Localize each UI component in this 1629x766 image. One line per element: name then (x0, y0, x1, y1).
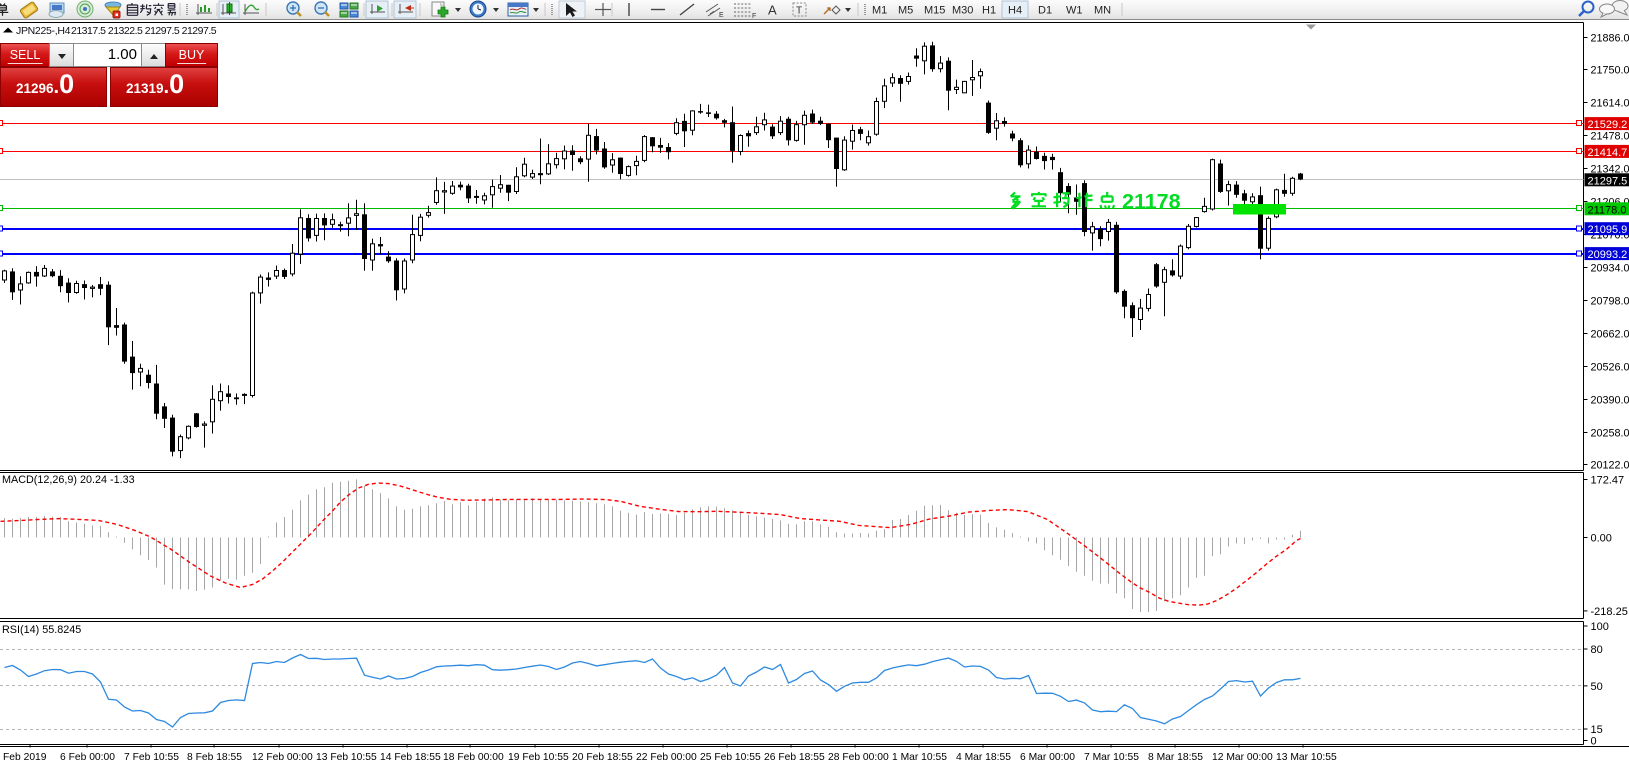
svg-text:21614.0: 21614.0 (1591, 98, 1629, 110)
svg-text:21178.0: 21178.0 (1588, 204, 1627, 216)
svg-text:F: F (752, 13, 756, 20)
svg-text:20662.0: 20662.0 (1591, 329, 1629, 341)
svg-text:21750.0: 21750.0 (1591, 65, 1629, 77)
svg-text:28 Feb 00:00: 28 Feb 00:00 (828, 752, 889, 763)
svg-text:-218.25: -218.25 (1591, 606, 1628, 618)
svg-text:21414.7: 21414.7 (1588, 147, 1628, 159)
svg-text:MN: MN (1094, 5, 1111, 17)
svg-text:20934.0: 20934.0 (1591, 263, 1629, 275)
svg-text:RSI(14) 55.8245: RSI(14) 55.8245 (2, 624, 81, 636)
svg-text:21478.0: 21478.0 (1591, 131, 1629, 143)
svg-text:M1: M1 (872, 5, 887, 17)
svg-text:Feb 2019: Feb 2019 (3, 752, 47, 763)
svg-text:20258.0: 20258.0 (1591, 428, 1629, 440)
svg-text:20390.0: 20390.0 (1591, 395, 1629, 407)
svg-text:21178: 21178 (1122, 190, 1181, 214)
svg-text:6 Mar 00:00: 6 Mar 00:00 (1020, 752, 1075, 763)
svg-text:20122.0: 20122.0 (1591, 460, 1629, 472)
svg-text:8 Feb 18:55: 8 Feb 18:55 (187, 752, 242, 763)
svg-text:D1: D1 (1038, 5, 1052, 17)
svg-text:13 Mar 10:55: 13 Mar 10:55 (1276, 752, 1337, 763)
svg-text:21529.2: 21529.2 (1588, 119, 1628, 131)
svg-text:21342.0: 21342.0 (1591, 164, 1629, 176)
svg-text:M15: M15 (924, 5, 945, 17)
svg-text:7 Mar 10:55: 7 Mar 10:55 (1084, 752, 1139, 763)
svg-text:80: 80 (1591, 644, 1603, 656)
svg-text:21297.5: 21297.5 (1588, 175, 1628, 187)
svg-text:100: 100 (1591, 621, 1609, 633)
svg-text:21317.5 21322.5 21297.5 21297.: 21317.5 21322.5 21297.5 21297.5 (71, 25, 217, 37)
svg-text:W1: W1 (1066, 5, 1083, 17)
svg-text:0.00: 0.00 (1591, 533, 1612, 545)
svg-text:12 Mar 00:00: 12 Mar 00:00 (1212, 752, 1273, 763)
svg-text:M5: M5 (898, 5, 913, 17)
svg-text:MACD(12,26,9) 20.24 -1.33: MACD(12,26,9) 20.24 -1.33 (2, 474, 135, 486)
svg-text:7 Feb 10:55: 7 Feb 10:55 (124, 752, 179, 763)
svg-text:13 Feb 10:55: 13 Feb 10:55 (316, 752, 377, 763)
svg-text:6 Feb 00:00: 6 Feb 00:00 (60, 752, 115, 763)
svg-text:50: 50 (1591, 681, 1603, 693)
svg-text:22 Feb 00:00: 22 Feb 00:00 (636, 752, 697, 763)
svg-text:A: A (768, 3, 777, 18)
svg-text:20993.2: 20993.2 (1588, 249, 1628, 261)
svg-text:21886.0: 21886.0 (1591, 33, 1629, 45)
svg-text:20526.0: 20526.0 (1591, 362, 1629, 374)
svg-text:20798.0: 20798.0 (1591, 296, 1629, 308)
svg-text:1 Mar 10:55: 1 Mar 10:55 (892, 752, 947, 763)
svg-text:14 Feb 18:55: 14 Feb 18:55 (380, 752, 441, 763)
svg-text:H4: H4 (1008, 5, 1022, 17)
svg-text:0: 0 (1591, 736, 1597, 748)
svg-text:12 Feb 00:00: 12 Feb 00:00 (252, 752, 313, 763)
svg-text:T: T (796, 6, 802, 17)
svg-text:19 Feb 10:55: 19 Feb 10:55 (508, 752, 569, 763)
svg-text:25 Feb 10:55: 25 Feb 10:55 (700, 752, 761, 763)
svg-text:18 Feb 00:00: 18 Feb 00:00 (443, 752, 504, 763)
svg-text:172.47: 172.47 (1591, 475, 1625, 487)
svg-text:21095.9: 21095.9 (1588, 224, 1628, 236)
svg-text:E: E (719, 12, 724, 19)
svg-text:JPN225-,H4: JPN225-,H4 (16, 25, 71, 37)
svg-text:8 Mar 18:55: 8 Mar 18:55 (1148, 752, 1203, 763)
svg-text:4 Mar 18:55: 4 Mar 18:55 (956, 752, 1011, 763)
svg-text:20 Feb 18:55: 20 Feb 18:55 (572, 752, 633, 763)
svg-text:M30: M30 (952, 5, 973, 17)
svg-text:26 Feb 18:55: 26 Feb 18:55 (764, 752, 825, 763)
svg-text:H1: H1 (982, 5, 996, 17)
svg-text:15: 15 (1591, 724, 1603, 736)
